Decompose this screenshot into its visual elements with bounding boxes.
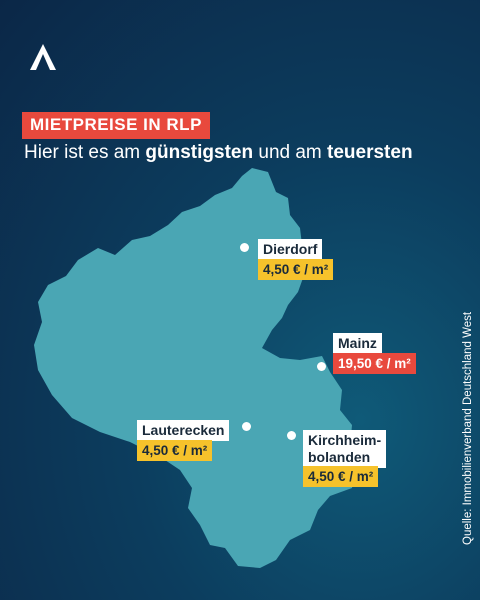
a-logo-icon [30,44,56,70]
city-label-kirchheimbolanden: Kirchheim-bolanden [303,430,387,468]
price-label-lauterecken: 4,50 € / m² [137,440,213,461]
lauterecken-marker [242,422,251,431]
city-label-mainz: Mainz [333,333,382,354]
city-label-dierdorf: Dierdorf [258,239,323,260]
price-label-dierdorf: 4,50 € / m² [258,259,334,280]
subtitle: Hier ist es am günstigsten und am teuers… [24,142,413,163]
kirchheimbolanden-marker [287,431,296,440]
title-badge: MIETPREISE IN RLP [22,112,210,139]
price-label-kirchheimbolanden: 4,50 € / m² [303,466,379,487]
dierdorf-marker [240,243,249,252]
city-label-lauterecken: Lauterecken [137,420,230,441]
rlp-state-shape [34,168,356,568]
mainz-marker [317,362,326,371]
price-label-mainz: 19,50 € / m² [333,353,416,374]
source-credit: Quelle: Immobilienverband Deutschland We… [462,311,474,545]
